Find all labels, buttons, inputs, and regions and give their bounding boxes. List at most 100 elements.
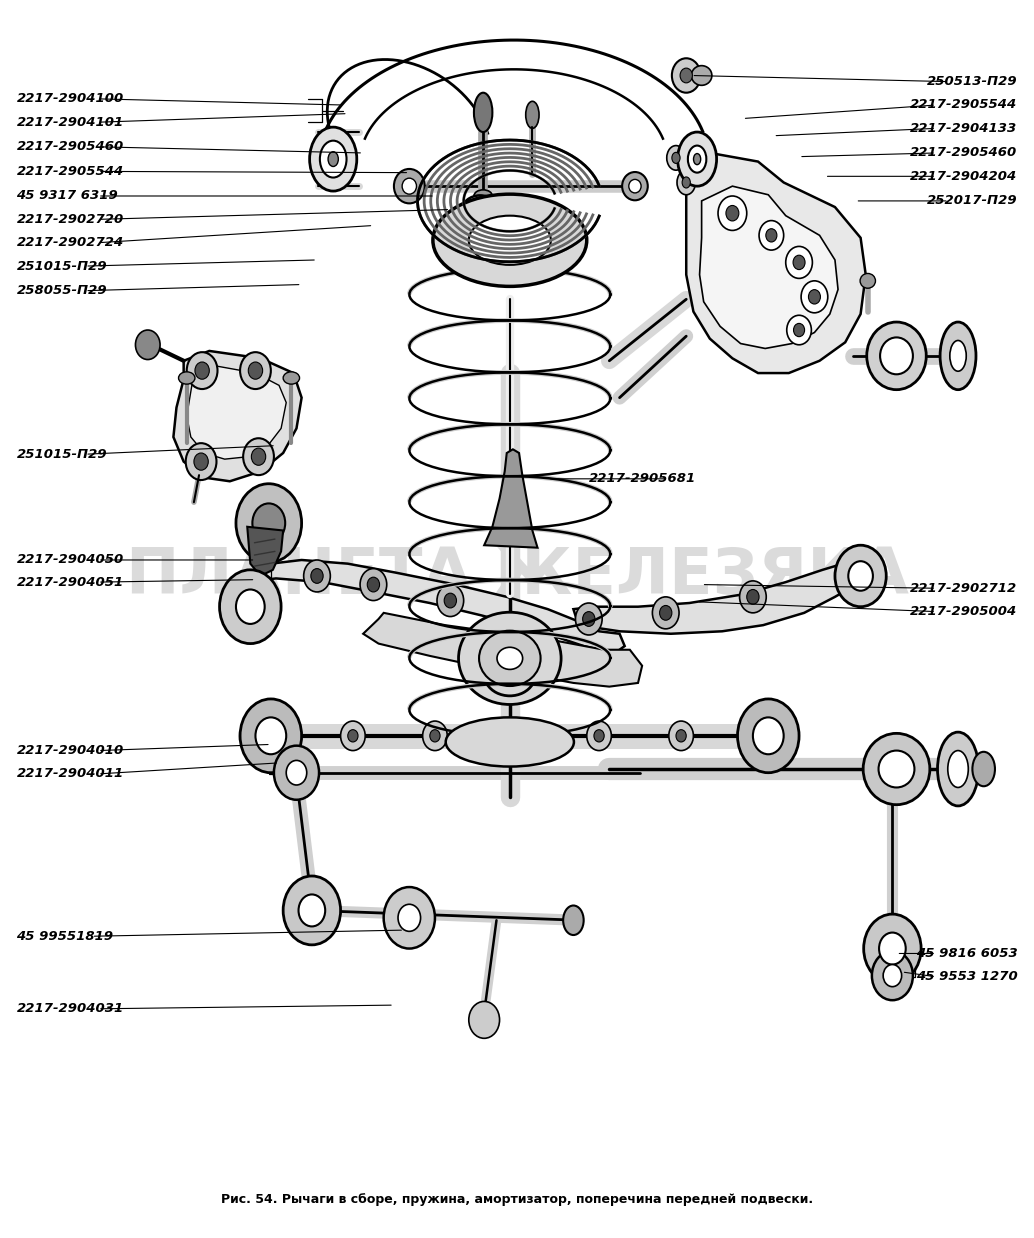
Circle shape — [423, 721, 448, 750]
Circle shape — [726, 206, 739, 220]
Circle shape — [240, 352, 271, 389]
Text: 2217-2904100: 2217-2904100 — [17, 93, 124, 105]
Ellipse shape — [470, 203, 489, 219]
Ellipse shape — [677, 170, 696, 194]
Circle shape — [582, 612, 595, 626]
Circle shape — [766, 229, 777, 241]
Circle shape — [835, 545, 886, 607]
Polygon shape — [247, 527, 283, 576]
Text: 251015-П29: 251015-П29 — [17, 260, 108, 272]
Ellipse shape — [677, 132, 717, 186]
Text: 251015-П29: 251015-П29 — [17, 448, 108, 461]
Ellipse shape — [692, 66, 711, 85]
Circle shape — [340, 721, 365, 750]
Ellipse shape — [682, 177, 691, 188]
Circle shape — [680, 68, 693, 83]
Ellipse shape — [622, 172, 647, 201]
Ellipse shape — [564, 905, 583, 935]
Text: 2217-2905544: 2217-2905544 — [17, 165, 124, 178]
Ellipse shape — [402, 178, 417, 194]
Circle shape — [676, 729, 687, 742]
Circle shape — [505, 721, 529, 750]
Text: 2217-2904101: 2217-2904101 — [17, 115, 124, 129]
Circle shape — [586, 721, 611, 750]
Circle shape — [787, 316, 812, 345]
Ellipse shape — [468, 215, 551, 265]
Ellipse shape — [879, 750, 914, 787]
Circle shape — [512, 729, 522, 742]
Circle shape — [848, 561, 873, 591]
Text: 2217-2905460: 2217-2905460 — [17, 140, 124, 154]
Circle shape — [759, 220, 784, 250]
Circle shape — [398, 904, 421, 931]
Ellipse shape — [950, 340, 966, 371]
Circle shape — [283, 877, 340, 945]
Text: 2217-2904133: 2217-2904133 — [910, 121, 1017, 135]
Circle shape — [786, 246, 813, 279]
Circle shape — [255, 717, 286, 754]
Circle shape — [236, 589, 265, 624]
Circle shape — [384, 888, 435, 948]
Text: 45 9553 1270: 45 9553 1270 — [916, 971, 1017, 983]
Ellipse shape — [667, 146, 686, 170]
Circle shape — [236, 484, 302, 562]
Ellipse shape — [694, 154, 701, 165]
Circle shape — [863, 914, 921, 983]
Circle shape — [468, 1002, 499, 1039]
Polygon shape — [363, 613, 642, 687]
Ellipse shape — [394, 168, 425, 203]
Ellipse shape — [940, 322, 976, 390]
Circle shape — [135, 331, 160, 359]
Text: 2217-2904011: 2217-2904011 — [17, 768, 124, 780]
Text: 2217-2904050: 2217-2904050 — [17, 553, 124, 567]
Ellipse shape — [880, 338, 913, 374]
Text: 2217-2904010: 2217-2904010 — [17, 744, 124, 758]
Polygon shape — [700, 186, 838, 348]
Ellipse shape — [863, 733, 930, 805]
Circle shape — [299, 894, 326, 926]
Circle shape — [286, 760, 307, 785]
Circle shape — [251, 448, 266, 465]
Ellipse shape — [688, 146, 706, 172]
Circle shape — [304, 560, 330, 592]
Circle shape — [274, 745, 320, 800]
Circle shape — [195, 361, 209, 379]
Circle shape — [879, 932, 906, 964]
Ellipse shape — [497, 647, 522, 670]
Circle shape — [437, 584, 463, 617]
Circle shape — [347, 729, 358, 742]
Ellipse shape — [458, 613, 561, 704]
Polygon shape — [687, 155, 865, 373]
Circle shape — [872, 951, 913, 1000]
Ellipse shape — [525, 102, 539, 129]
Polygon shape — [484, 449, 538, 547]
Text: 2217-2905004: 2217-2905004 — [910, 605, 1017, 618]
Circle shape — [243, 438, 274, 475]
Text: Рис. 54. Рычаги в сборе, пружина, амортизатор, поперечина передней подвески.: Рис. 54. Рычаги в сборе, пружина, аморти… — [221, 1193, 813, 1206]
Text: 252017-П29: 252017-П29 — [926, 194, 1017, 208]
Circle shape — [367, 577, 379, 592]
Ellipse shape — [475, 1004, 493, 1031]
Text: 250513-П29: 250513-П29 — [926, 76, 1017, 88]
Circle shape — [747, 589, 759, 604]
Text: 258055-П29: 258055-П29 — [17, 285, 108, 297]
Circle shape — [430, 729, 440, 742]
Ellipse shape — [972, 751, 995, 786]
Ellipse shape — [474, 93, 492, 132]
Circle shape — [883, 964, 902, 987]
Ellipse shape — [309, 128, 357, 191]
Circle shape — [311, 568, 324, 583]
Text: 2217-2904031: 2217-2904031 — [17, 1003, 124, 1015]
Text: 2217-2904051: 2217-2904051 — [17, 576, 124, 588]
Ellipse shape — [672, 152, 680, 163]
Ellipse shape — [433, 194, 586, 286]
Circle shape — [219, 569, 281, 644]
Circle shape — [737, 699, 799, 773]
Circle shape — [360, 568, 387, 600]
Polygon shape — [574, 560, 863, 634]
Ellipse shape — [461, 196, 498, 227]
Ellipse shape — [320, 141, 346, 177]
Circle shape — [186, 443, 216, 480]
Ellipse shape — [179, 371, 195, 384]
Circle shape — [809, 290, 820, 305]
